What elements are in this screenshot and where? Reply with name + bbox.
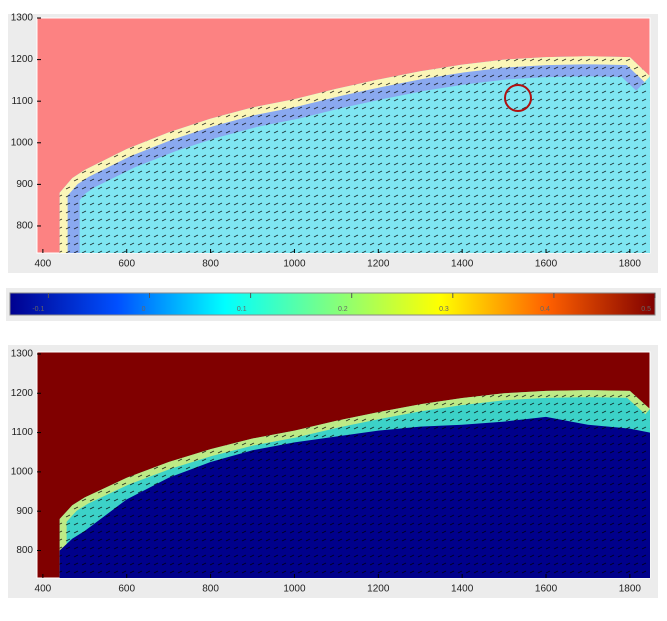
charts: 400 600 800 1000 1200 1400 1600 1800 800 900 1000 1… [9, 13, 656, 595]
y-tick-label: 1100 [11, 427, 33, 438]
x-tick-label: 1800 [619, 584, 642, 595]
y-tick-label: 900 [16, 506, 33, 517]
y-tick-label: 900 [16, 179, 33, 190]
y-tick-label: 1000 [11, 467, 34, 478]
x-tick-label: 1000 [283, 584, 306, 595]
x-tick-label: 1400 [451, 259, 474, 270]
x-tick-label: 1600 [535, 584, 558, 595]
x-tick-label: 1800 [619, 259, 642, 270]
x-tick-label: 600 [118, 584, 135, 595]
colorbar-tick-label: 0.1 [237, 306, 247, 313]
x-tick-label: 600 [118, 259, 135, 270]
plot: 400 600 800 1000 1200 1400 1600 1800 800 900 1000 1… [11, 349, 651, 595]
x-tick-label: 400 [35, 584, 52, 595]
y-tick-label: 1200 [11, 388, 34, 399]
y-tick-label: 1300 [11, 13, 34, 24]
x-tick-label: 800 [202, 259, 219, 270]
x-tick-label: 1400 [451, 584, 474, 595]
y-tick-label: 1100 [11, 96, 33, 107]
colorbar-tick-label: -0.1 [32, 306, 44, 313]
y-tick-label: 1200 [11, 54, 34, 65]
x-tick-label: 1200 [367, 584, 390, 595]
y-tick-label: 1000 [11, 137, 34, 148]
highlight-circle [504, 84, 532, 112]
plot: 400 600 800 1000 1200 1400 1600 1800 800 900 1000 1… [11, 13, 651, 270]
x-tick-label: 800 [202, 584, 219, 595]
x-tick-label: 1600 [535, 259, 558, 270]
y-tick-label: 1300 [11, 349, 34, 360]
colorbar [9, 292, 656, 316]
colorbar-tick-label: 0.4 [540, 306, 550, 313]
colorbar-tick-label: 0.2 [338, 306, 348, 313]
colorbar-tick-label: 0 [142, 306, 146, 313]
colorbar-tick-label: 0.5 [641, 306, 651, 313]
y-tick-label: 800 [16, 221, 33, 232]
x-tick-label: 1000 [283, 259, 306, 270]
x-tick-label: 400 [35, 259, 52, 270]
x-tick-label: 1200 [367, 259, 390, 270]
y-tick-label: 800 [16, 545, 33, 556]
colorbar-tick-label: 0.3 [439, 306, 449, 313]
